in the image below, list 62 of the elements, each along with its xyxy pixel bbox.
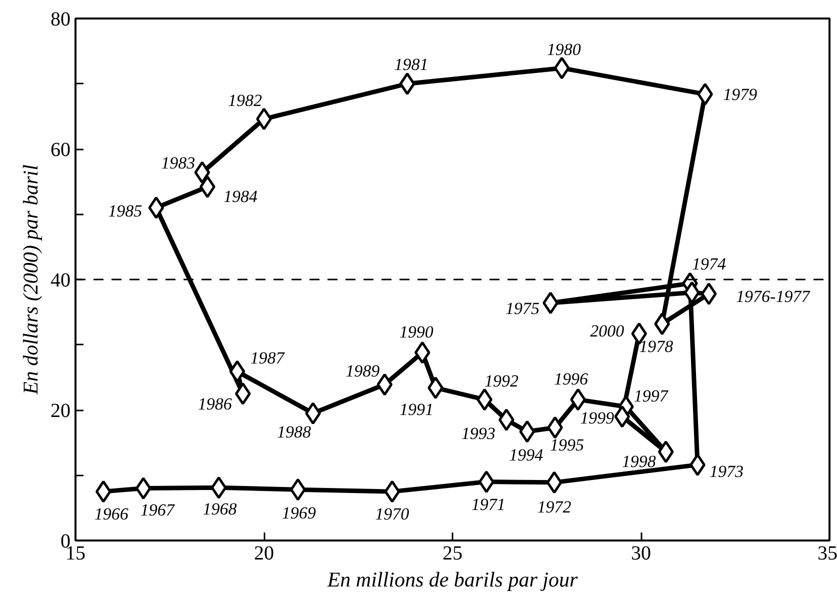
annotation: 1990 (399, 322, 434, 342)
point (554, 56, 570, 80)
annotation: 1992 (484, 372, 520, 391)
annotation: 1980 (546, 40, 582, 60)
annotation: 1995 (550, 436, 584, 455)
annotation: 1984 (223, 186, 258, 206)
annotation: 1966 (94, 504, 129, 524)
annotation: 1978 (639, 336, 674, 356)
point (614, 405, 630, 428)
annotation: 1973 (710, 462, 744, 481)
annotation: 1972 (537, 497, 572, 516)
annotation: 1986 (198, 394, 232, 414)
point (654, 312, 670, 336)
point (700, 282, 717, 306)
annotation: 1974 (692, 254, 727, 274)
y-tick-label: 60 (50, 139, 70, 161)
annotation: 1967 (140, 500, 176, 520)
annotation: 1987 (250, 348, 286, 368)
annotation: 1981 (394, 54, 428, 74)
point (546, 471, 562, 494)
x-tick-label: 20 (254, 542, 274, 564)
y-tick-label: 40 (50, 270, 70, 292)
annotation: 1971 (471, 494, 506, 514)
annotation: 1997 (634, 386, 670, 406)
annotation: 1983 (161, 153, 196, 172)
annotation: 1985 (108, 202, 142, 221)
annotation: 1993 (461, 424, 496, 443)
point (414, 341, 430, 364)
annotation: 1976-1977 (736, 286, 812, 306)
annotation: 1988 (277, 422, 312, 442)
point (658, 440, 674, 464)
annotation: 1969 (282, 504, 316, 523)
point (135, 477, 152, 500)
annotation: 1994 (509, 446, 544, 465)
point (384, 480, 400, 503)
annotation: 1979 (723, 85, 758, 104)
annotation: 2000 (590, 322, 625, 341)
point (519, 420, 536, 443)
y-tick-label: 20 (50, 400, 70, 422)
point (697, 82, 714, 106)
point (399, 72, 416, 95)
y-axis-title: En dollars (2000) par baril (18, 164, 42, 396)
x-axis-title: En millions de barils par jour (326, 568, 578, 592)
x-tick-label: 30 (631, 542, 651, 564)
point (498, 408, 514, 432)
annotation: 1970 (375, 504, 410, 524)
point (194, 161, 210, 184)
annotation: 1998 (622, 452, 656, 471)
annotation: 1982 (228, 90, 262, 110)
x-tick-label: 25 (442, 542, 462, 564)
annotation: 1968 (202, 500, 238, 519)
annotation: 1996 (554, 370, 589, 389)
annotation: 1991 (400, 400, 434, 419)
point (148, 196, 164, 219)
annotation: 1999 (580, 408, 615, 428)
point (234, 382, 251, 405)
y-tick-label: 80 (50, 8, 70, 30)
point (210, 476, 227, 499)
point (95, 480, 112, 503)
annotation: 1975 (506, 298, 540, 318)
annotation: 1989 (346, 362, 380, 381)
x-tick-label: 35 (818, 542, 837, 564)
